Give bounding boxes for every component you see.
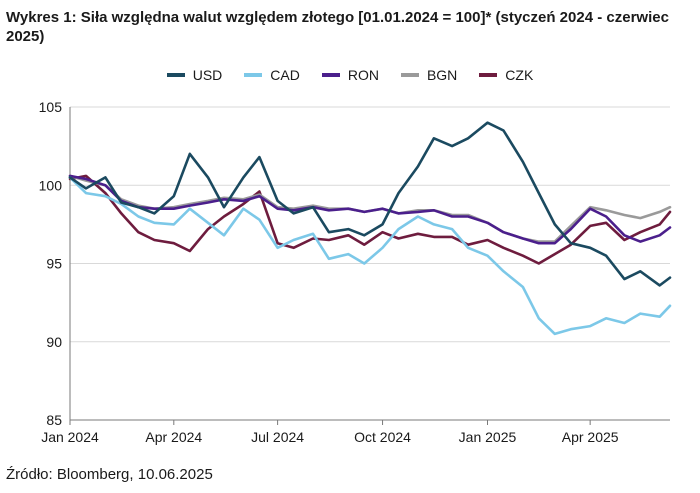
y-tick-label: 100: [39, 177, 63, 193]
x-axis: Jan 2024 Apr 2024 Jul 2024 Oct 2024 Jan 2025…: [41, 419, 670, 445]
legend-item-czk: CZK: [479, 67, 533, 83]
legend-label: CAD: [270, 67, 300, 83]
series-line-ron: [68, 174, 672, 245]
source-note: Źródło: Bloomberg, 10.06.2025: [6, 466, 213, 483]
y-tick-label: 95: [46, 256, 62, 272]
legend-item-cad: CAD: [244, 67, 300, 83]
chart-title: Wykres 1: Siła względna walut względem z…: [6, 9, 669, 45]
legend-swatch: [479, 73, 498, 77]
series-line-czk: [68, 174, 672, 265]
legend-swatch: [321, 73, 340, 77]
legend-item-ron: RON: [321, 67, 379, 83]
y-tick-label: 85: [46, 412, 62, 428]
legend-label: BGN: [426, 67, 458, 83]
legend-swatch: [244, 73, 263, 77]
legend-label: CZK: [505, 67, 534, 83]
legend-swatch: [400, 73, 419, 77]
series-line-cad: [68, 176, 672, 336]
legend-label: RON: [347, 67, 379, 83]
gridlines: [70, 106, 670, 421]
series-lines: [68, 121, 672, 336]
x-tick-label: Apr 2024: [145, 429, 202, 445]
chart-legend: USD CAD RON BGN CZK: [0, 67, 700, 83]
x-tick-label: Apr 2025: [562, 429, 619, 445]
series-line-usd: [68, 121, 672, 287]
y-axis: 85 90 95 100 105: [39, 99, 71, 428]
legend-item-bgn: BGN: [400, 67, 458, 83]
y-tick-label: 90: [46, 334, 62, 350]
legend-swatch: [166, 73, 185, 77]
x-tick-label: Jan 2025: [459, 429, 517, 445]
y-tick-label: 105: [39, 99, 63, 115]
x-tick-label: Jul 2024: [251, 429, 304, 445]
legend-label: USD: [192, 67, 223, 83]
legend-item-usd: USD: [166, 67, 223, 83]
x-tick-label: Oct 2024: [354, 429, 411, 445]
x-tick-label: Jan 2024: [41, 429, 99, 445]
